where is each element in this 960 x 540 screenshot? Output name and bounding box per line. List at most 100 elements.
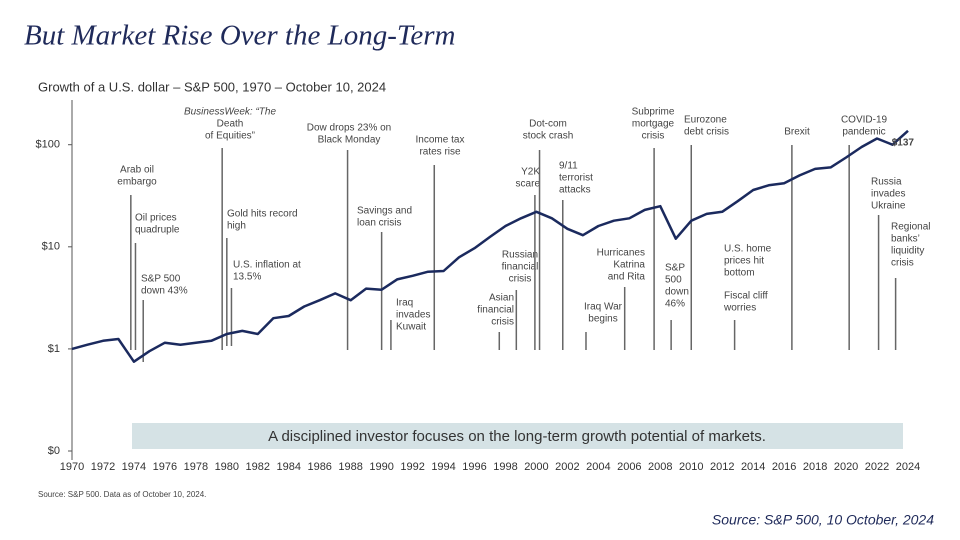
y-tick-label: $0 <box>48 445 60 457</box>
annotation: Death <box>217 119 244 130</box>
annotation: financial <box>477 305 514 316</box>
annotation: down <box>665 287 689 298</box>
annotation: 500 <box>665 275 682 286</box>
annotation: Kuwait <box>396 322 426 333</box>
annotation: U.S. home <box>724 244 772 255</box>
annotation: and Rita <box>608 272 646 283</box>
x-tick-label: 1992 <box>400 461 424 473</box>
annotation: 13.5% <box>233 272 261 283</box>
x-tick-label: 1982 <box>246 461 270 473</box>
x-tick-label: 2014 <box>741 461 765 473</box>
annotation: of Equities” <box>205 131 255 142</box>
annotation: embargo <box>117 177 157 188</box>
annotation: mortgage <box>632 119 675 130</box>
x-tick-label: 1986 <box>307 461 331 473</box>
y-tick-label: $100 <box>36 139 60 151</box>
annotation: U.S. inflation at <box>233 260 301 271</box>
footnote: Source: S&P 500. Data as of October 10, … <box>38 490 206 499</box>
annotation: Asian <box>489 293 514 304</box>
x-tick-label: 2006 <box>617 461 641 473</box>
annotation: Dot-com <box>529 119 567 130</box>
annotation: invades <box>871 189 905 200</box>
annotation: Katrina <box>613 260 645 271</box>
annotation: liquidity <box>891 246 924 257</box>
annotation: begins <box>588 314 617 325</box>
annotation: bottom <box>724 268 755 279</box>
x-tick-label: 1988 <box>338 461 362 473</box>
annotation: Y2K <box>521 167 540 178</box>
annotation: quadruple <box>135 225 180 236</box>
annotation: prices hit <box>724 256 764 267</box>
annotation: terrorist <box>559 173 593 184</box>
annotation: Regional <box>891 222 930 233</box>
annotation: crisis <box>642 131 665 142</box>
value-label: $137 <box>892 137 915 148</box>
x-tick-label: 1998 <box>493 461 517 473</box>
annotation: S&P 500 <box>141 274 181 285</box>
x-tick-label: 1978 <box>184 461 208 473</box>
annotation: down 43% <box>141 286 188 297</box>
annotation: Fiscal cliff <box>724 291 768 302</box>
annotation: Russian <box>502 250 538 261</box>
x-tick-label: 1984 <box>276 461 300 473</box>
annotation: Gold hits record <box>227 209 298 220</box>
y-tick-label: $1 <box>48 343 60 355</box>
annotation: crisis <box>891 258 914 269</box>
x-tick-label: 1990 <box>369 461 393 473</box>
x-tick-label: 2022 <box>865 461 889 473</box>
x-tick-label: 2018 <box>803 461 827 473</box>
x-tick-label: 2016 <box>772 461 796 473</box>
annotation: Iraq War <box>584 302 623 313</box>
chart-title: But Market Rise Over the Long-Term <box>24 20 455 52</box>
source: Source: S&P 500, 10 October, 2024 <box>712 512 934 528</box>
annotation: Black Monday <box>318 135 381 146</box>
x-tick-label: 2008 <box>648 461 672 473</box>
annotation: Ukraine <box>871 201 906 212</box>
x-tick-label: 2002 <box>555 461 579 473</box>
annotation: Brexit <box>784 127 810 138</box>
annotation: Oil prices <box>135 213 177 224</box>
annotation: Income tax <box>416 135 465 146</box>
annotation: Russia <box>871 177 902 188</box>
x-tick-label: 2012 <box>710 461 734 473</box>
annotation: invades <box>396 310 430 321</box>
banner-text: A disciplined investor focuses on the lo… <box>268 428 766 445</box>
annotation: loan crisis <box>357 218 401 229</box>
growth-line <box>71 129 909 363</box>
y-tick-label: $10 <box>42 241 60 253</box>
annotation: rates rise <box>419 147 461 158</box>
x-tick-label: 1980 <box>215 461 239 473</box>
annotation: pandemic <box>842 127 885 138</box>
annotation: Eurozone <box>684 115 727 126</box>
annotation: banks’ <box>891 234 920 245</box>
annotation: worries <box>723 303 756 314</box>
x-tick-label: 1996 <box>462 461 486 473</box>
annotation: Hurricanes <box>597 248 645 259</box>
annotation: BusinessWeek: “The <box>184 107 277 118</box>
x-tick-label: 2004 <box>586 461 610 473</box>
annotation: stock crash <box>523 131 574 142</box>
annotation: crisis <box>509 274 532 285</box>
annotation: scare <box>516 179 541 190</box>
annotation: Arab oil <box>120 165 154 176</box>
annotation: crisis <box>491 317 514 328</box>
chart-subtitle: Growth of a U.S. dollar – S&P 500, 1970 … <box>38 79 386 94</box>
annotation: COVID-19 <box>841 115 888 126</box>
annotation: Dow drops 23% on <box>307 123 392 134</box>
x-tick-label: 1970 <box>60 461 84 473</box>
x-tick-label: 2024 <box>896 461 920 473</box>
x-tick-label: 2000 <box>524 461 548 473</box>
annotation: 46% <box>665 299 685 310</box>
x-tick-label: 1972 <box>91 461 115 473</box>
annotation: Subprime <box>632 107 675 118</box>
banner-box <box>132 423 903 449</box>
x-tick-label: 1974 <box>122 461 146 473</box>
x-tick-label: 2020 <box>834 461 858 473</box>
annotation: S&P <box>665 263 685 274</box>
x-tick-label: 1994 <box>431 461 455 473</box>
annotation: Savings and <box>357 206 412 217</box>
annotation: debt crisis <box>684 127 729 138</box>
annotation: Iraq <box>396 298 413 309</box>
x-tick-label: 1976 <box>153 461 177 473</box>
